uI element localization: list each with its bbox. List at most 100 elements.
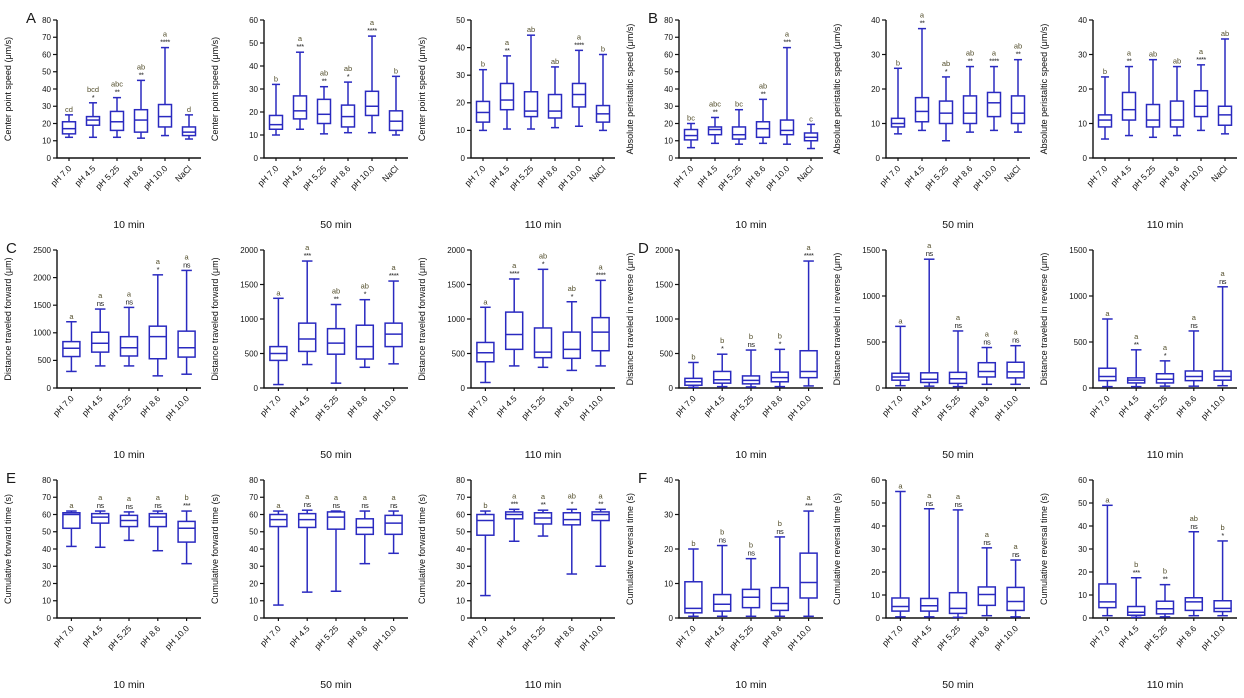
group-letter: b bbox=[481, 60, 485, 69]
group-letter: abc bbox=[111, 80, 123, 89]
box-pH10.0: ****a bbox=[571, 32, 587, 128]
significance-stars: **** bbox=[389, 271, 399, 280]
box-pH4.5: **a bbox=[1121, 49, 1137, 137]
box-pH5.25: nsb bbox=[741, 541, 761, 618]
x-category-label: pH 5.25 bbox=[519, 393, 547, 421]
group-letter: ab bbox=[1221, 29, 1229, 38]
box-pH4.5: *b bbox=[712, 336, 732, 388]
significance-stars: ** bbox=[505, 46, 510, 55]
x-category-label: pH 10.0 bbox=[163, 623, 191, 651]
y-tick-label: 10 bbox=[871, 591, 880, 600]
panel-C-subplots: 0 500 1000 1500 2000 2500 Distance traveled fo… bbox=[0, 234, 621, 464]
axes: 0 10 20 30 40 50 60 70 80 bbox=[42, 476, 201, 623]
x-category-label: pH 8.6 bbox=[551, 623, 576, 648]
significance-stars: ns bbox=[333, 501, 341, 510]
group-letter: ab bbox=[1190, 514, 1198, 523]
x-category-label: pH 8.6 bbox=[344, 393, 369, 418]
x-category-label: pH 8.6 bbox=[759, 393, 784, 418]
y-tick-label: 0 bbox=[1083, 614, 1088, 623]
significance-stars: ** bbox=[1163, 575, 1168, 584]
significance-stars: * bbox=[92, 93, 95, 102]
box-pH4.5: nsa bbox=[919, 491, 939, 618]
group-letter: a bbox=[1163, 343, 1168, 352]
x-category-label: pH 7.0 bbox=[465, 393, 490, 418]
y-tick-label: 40 bbox=[871, 16, 880, 25]
box-pH10.0: nsa bbox=[384, 493, 403, 555]
y-tick-label: 20 bbox=[249, 108, 258, 117]
significance-stars: ** bbox=[115, 88, 120, 97]
significance-stars: ns bbox=[748, 340, 756, 349]
group-letter: a bbox=[156, 493, 161, 502]
x-category-label: pH 10.0 bbox=[577, 623, 605, 651]
y-tick-label: 20 bbox=[456, 99, 465, 108]
x-category-label: pH 10.0 bbox=[163, 393, 191, 421]
y-tick-label: 30 bbox=[1078, 545, 1087, 554]
box-pH10.0: nsa bbox=[1006, 328, 1025, 386]
group-letter: ab bbox=[361, 282, 369, 291]
box-pH7.0: a bbox=[269, 501, 288, 606]
box-pH10.0: ****a bbox=[384, 263, 403, 365]
x-category-label: pH 8.6 bbox=[966, 623, 991, 648]
box-pH10.0: **a bbox=[591, 491, 610, 567]
box-pH8.6: nsa bbox=[355, 493, 375, 565]
significance-stars: ** bbox=[334, 295, 339, 304]
y-tick-label: 40 bbox=[664, 476, 673, 485]
x-category-label: pH 7.0 bbox=[673, 393, 698, 418]
significance-stars: ns bbox=[97, 501, 105, 510]
y-tick-label: 50 bbox=[1078, 499, 1087, 508]
y-axis-title: Cumulative forward time (s) bbox=[210, 494, 220, 604]
y-axis-title: Cumulative reversal time (s) bbox=[625, 493, 635, 605]
significance-stars: **** bbox=[989, 57, 999, 66]
axes: 0 10 20 30 40 50 60 bbox=[249, 16, 408, 163]
y-tick-label: 0 bbox=[876, 384, 881, 393]
box-pH8.6: nsa bbox=[977, 530, 997, 617]
y-tick-label: 80 bbox=[664, 16, 673, 25]
axes: 0 500 1000 1500 2000 bbox=[240, 246, 408, 393]
significance-stars: ns bbox=[983, 538, 991, 547]
box-pH10.0: nsa bbox=[177, 252, 196, 375]
box-pH7.0: b bbox=[268, 74, 284, 136]
group-letter: a bbox=[505, 38, 510, 47]
panel-D-subplots: 0 500 1000 1500 2000 Distance traveled in rev… bbox=[622, 234, 1243, 464]
box-pH7.0: a bbox=[1098, 309, 1117, 388]
significance-stars: ns bbox=[926, 499, 934, 508]
x-axis-title: 110 min bbox=[1147, 449, 1184, 461]
y-tick-label: 10 bbox=[871, 119, 880, 128]
x-category-label: pH 8.6 bbox=[344, 623, 369, 648]
group-letter: bcd bbox=[87, 85, 99, 94]
x-category-label: pH 10.0 bbox=[370, 623, 398, 651]
box-pH7.0: b bbox=[476, 501, 495, 597]
significance-stars: *** bbox=[296, 42, 304, 51]
box-pH4.5: nsa bbox=[90, 493, 110, 549]
y-tick-label: 40 bbox=[456, 545, 465, 554]
box-pH5.25: **ab bbox=[326, 287, 346, 384]
group-letter: cd bbox=[65, 105, 73, 114]
group-letter: a bbox=[807, 493, 812, 502]
x-category-label: pH 10.0 bbox=[370, 393, 398, 421]
x-category-label: pH 8.6 bbox=[551, 393, 576, 418]
y-tick-label: 0 bbox=[1083, 154, 1088, 163]
x-axis-title: 50 min bbox=[320, 449, 352, 461]
y-tick-label: 50 bbox=[249, 39, 258, 48]
group-letter: a bbox=[305, 492, 310, 501]
y-axis-title: Cumulative reversal time (s) bbox=[832, 493, 842, 605]
significance-stars: *** bbox=[304, 251, 312, 260]
box-pH7.0: a bbox=[62, 501, 81, 548]
x-category-label: pH 8.6 bbox=[1173, 393, 1198, 418]
y-tick-label: 50 bbox=[42, 68, 51, 77]
y-axis-title: Center point speed (μm/s) bbox=[3, 37, 13, 141]
group-letter: b bbox=[1134, 560, 1138, 569]
group-letter: bc bbox=[687, 114, 695, 123]
y-tick-label: 60 bbox=[664, 50, 673, 59]
x-category-label: pH 4.5 bbox=[909, 623, 934, 648]
box-pH4.5: nsa bbox=[297, 492, 317, 593]
x-category-label: pH 5.25 bbox=[727, 623, 755, 651]
x-category-label: pH 10.0 bbox=[348, 163, 376, 191]
y-tick-label: 1500 bbox=[862, 246, 880, 255]
significance-stars: ns bbox=[97, 299, 105, 308]
x-category-label: pH 7.0 bbox=[878, 163, 903, 188]
x-axis-title: 10 min bbox=[113, 219, 145, 231]
group-letter: b bbox=[185, 493, 189, 502]
group-letter: a bbox=[127, 494, 132, 503]
panel-A: A 0 10 20 30 40 50 60 70 80 Center point speed (μ… bbox=[0, 4, 622, 234]
